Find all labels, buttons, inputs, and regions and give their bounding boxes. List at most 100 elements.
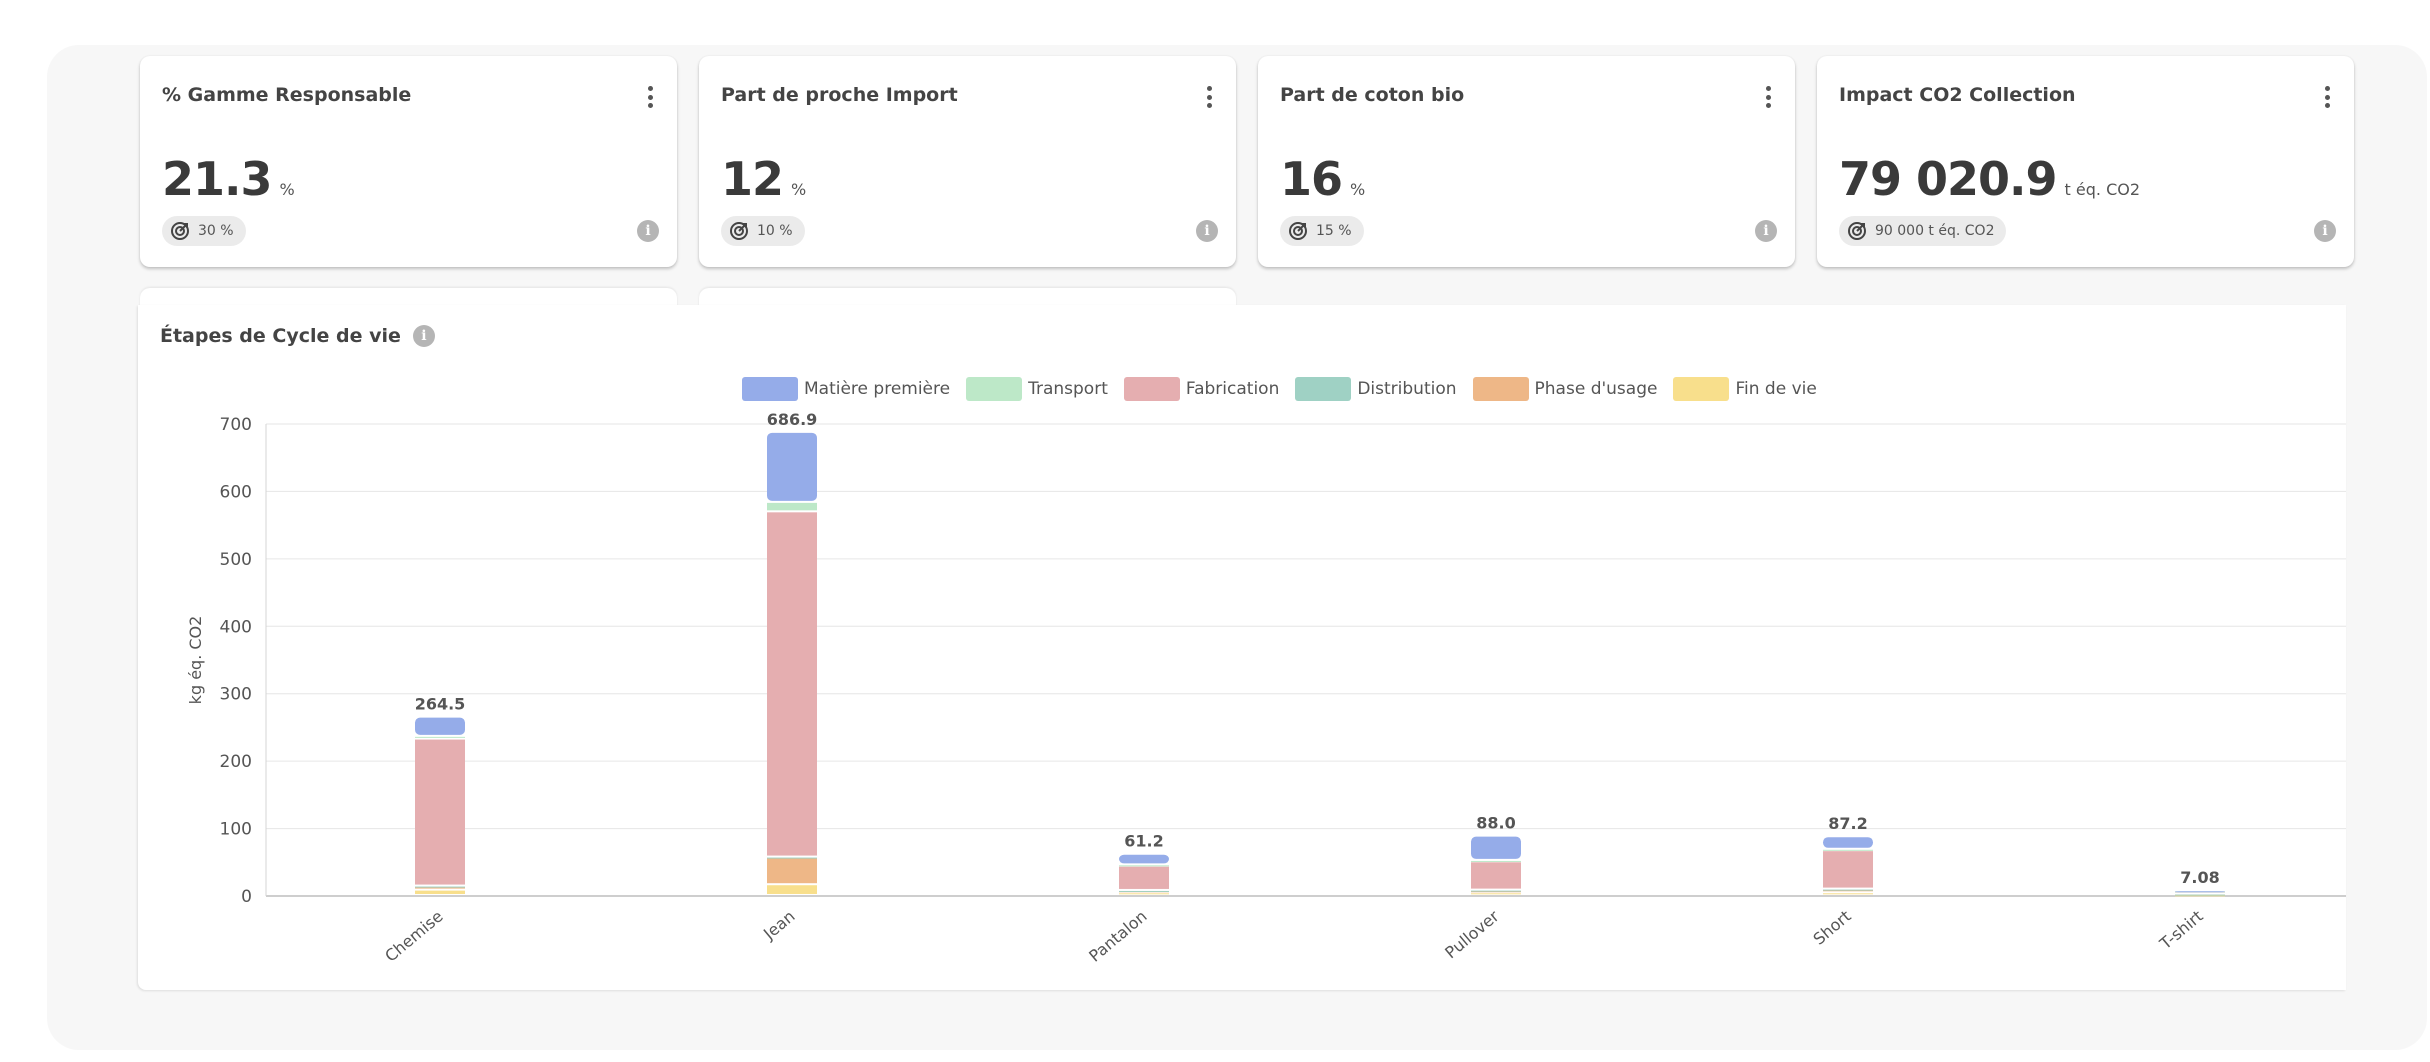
target-value: 15 % [1316, 223, 1352, 239]
target-value: 90 000 t éq. CO2 [1875, 223, 1995, 239]
more-vertical-icon[interactable] [1765, 86, 1771, 108]
legend-swatch [966, 377, 1023, 401]
y-tick-label: 200 [220, 752, 252, 772]
legend-item[interactable]: Matière première [742, 377, 950, 401]
bar-segment [1823, 837, 1873, 848]
legend-label: Matière première [804, 379, 951, 399]
bar-segment [415, 739, 465, 885]
x-tick-label: Chemise [381, 907, 446, 966]
info-icon[interactable]: i [1755, 220, 1777, 242]
bar-segment [1471, 860, 1521, 862]
legend-label: Fin de vie [1735, 379, 1817, 399]
legend-item[interactable]: Distribution [1295, 377, 1457, 401]
bar-total-label: 686.9 [767, 410, 818, 429]
y-tick-label: 600 [220, 482, 252, 502]
legend-label: Fabrication [1185, 379, 1280, 399]
bar-segment [1119, 865, 1169, 867]
target-badge: 10 % [721, 216, 805, 246]
kpi-value: 12% [721, 152, 807, 206]
stacked-bar-chart: 0 100 200 300 400 500 600 700 kg éq. CO2 264.5 Che… [186, 410, 2346, 966]
kpi-value: 79 020.9 t éq. CO2 [1839, 152, 2141, 206]
x-tick-label: T-shirt [2155, 907, 2206, 954]
bar-segment [767, 432, 817, 501]
y-tick-label: 0 [241, 887, 252, 907]
y-tick-label: 300 [220, 685, 252, 705]
target-icon [1848, 222, 1866, 240]
kpi-unit: % [279, 180, 295, 199]
kpi-card-gamme-responsable: % Gamme Responsable 21.3% 30 % i [140, 56, 677, 267]
bar-segment [1471, 836, 1521, 859]
info-icon[interactable]: i [412, 325, 435, 347]
target-badge: 15 % [1280, 216, 1364, 246]
y-tick-label: 500 [220, 550, 252, 570]
bar-segment [2175, 894, 2225, 896]
bar-segment [1823, 849, 1873, 851]
legend-swatch [1123, 377, 1180, 401]
legend-swatch [742, 377, 798, 401]
bar-segment [415, 736, 465, 738]
legend-swatch [1673, 377, 1730, 401]
x-tick-label: Pantalon [1085, 907, 1150, 966]
kpi-card-impact-co2: Impact CO2 Collection 79 020.9 t éq. CO2 … [1817, 56, 2354, 267]
info-icon[interactable]: i [2314, 220, 2336, 242]
bar-total-label: 7.08 [2180, 868, 2219, 887]
bar-segment [767, 512, 817, 856]
lifecycle-chart-card: Étapes de Cycle de vie i Matière premièr… [138, 305, 2346, 990]
more-vertical-icon[interactable] [1206, 86, 1212, 108]
legend-item[interactable]: Phase d'usage [1472, 377, 1658, 401]
kpi-title: Impact CO2 Collection [1839, 84, 2076, 106]
info-icon[interactable]: i [1196, 220, 1218, 242]
y-tick-label: 400 [220, 617, 252, 637]
kpi-unit: % [1350, 180, 1366, 199]
bar-segment [2175, 891, 2225, 893]
bar-segment [415, 717, 465, 735]
bar-segment [1823, 893, 1873, 895]
bar-segment [1471, 862, 1521, 889]
bar-segment [767, 502, 817, 511]
bar-segment [767, 858, 817, 884]
bar-segment [1823, 889, 1873, 892]
bar-segment [415, 886, 465, 888]
card-stub [140, 288, 677, 308]
legend-swatch [1472, 377, 1529, 401]
more-vertical-icon[interactable] [647, 86, 653, 108]
info-icon[interactable]: i [637, 220, 659, 242]
bar-segment [1471, 890, 1521, 892]
x-tick-label: Pullover [1441, 906, 1503, 962]
bar-segment [1119, 893, 1169, 895]
more-vertical-icon[interactable] [2324, 86, 2330, 108]
target-badge: 30 % [162, 216, 246, 246]
target-badge: 90 000 t éq. CO2 [1839, 216, 2007, 246]
legend-label: Transport [1028, 379, 1108, 399]
legend-swatch [1295, 377, 1352, 401]
bar-total-label: 88.0 [1476, 814, 1515, 833]
kpi-value: 16% [1280, 152, 1366, 206]
legend-item[interactable]: Fabrication [1123, 377, 1280, 401]
bar-segment [1471, 893, 1521, 895]
legend-label: Phase d'usage [1534, 379, 1658, 399]
y-axis-label: kg éq. CO2 [186, 616, 205, 705]
kpi-unit: t éq. CO2 [2064, 180, 2141, 199]
target-icon [730, 222, 748, 240]
kpi-card-coton-bio: Part de coton bio 16% 15 % i [1258, 56, 1795, 267]
bar-segment [1823, 889, 1873, 891]
bar-segment [415, 887, 465, 889]
bar-total-label: 61.2 [1124, 832, 1163, 851]
bar-segment [767, 885, 817, 894]
target-value: 30 % [198, 223, 234, 239]
y-tick-label: 700 [220, 415, 252, 435]
bar-total-label: 87.2 [1828, 814, 1867, 833]
y-tick-label: 100 [220, 820, 252, 840]
target-icon [1289, 222, 1307, 240]
legend-label: Distribution [1357, 379, 1457, 399]
bar-segment [2175, 895, 2225, 897]
bar-segment [1119, 890, 1169, 892]
bar-total-label: 264.5 [415, 695, 466, 714]
kpi-title: % Gamme Responsable [162, 84, 412, 106]
legend-item[interactable]: Fin de vie [1673, 377, 1817, 401]
kpi-card-proche-import: Part de proche Import 12% 10 % i [699, 56, 1236, 267]
kpi-value: 21.3% [162, 152, 295, 206]
target-icon [171, 222, 189, 240]
kpi-unit: % [791, 180, 807, 199]
legend-item[interactable]: Transport [966, 377, 1108, 401]
